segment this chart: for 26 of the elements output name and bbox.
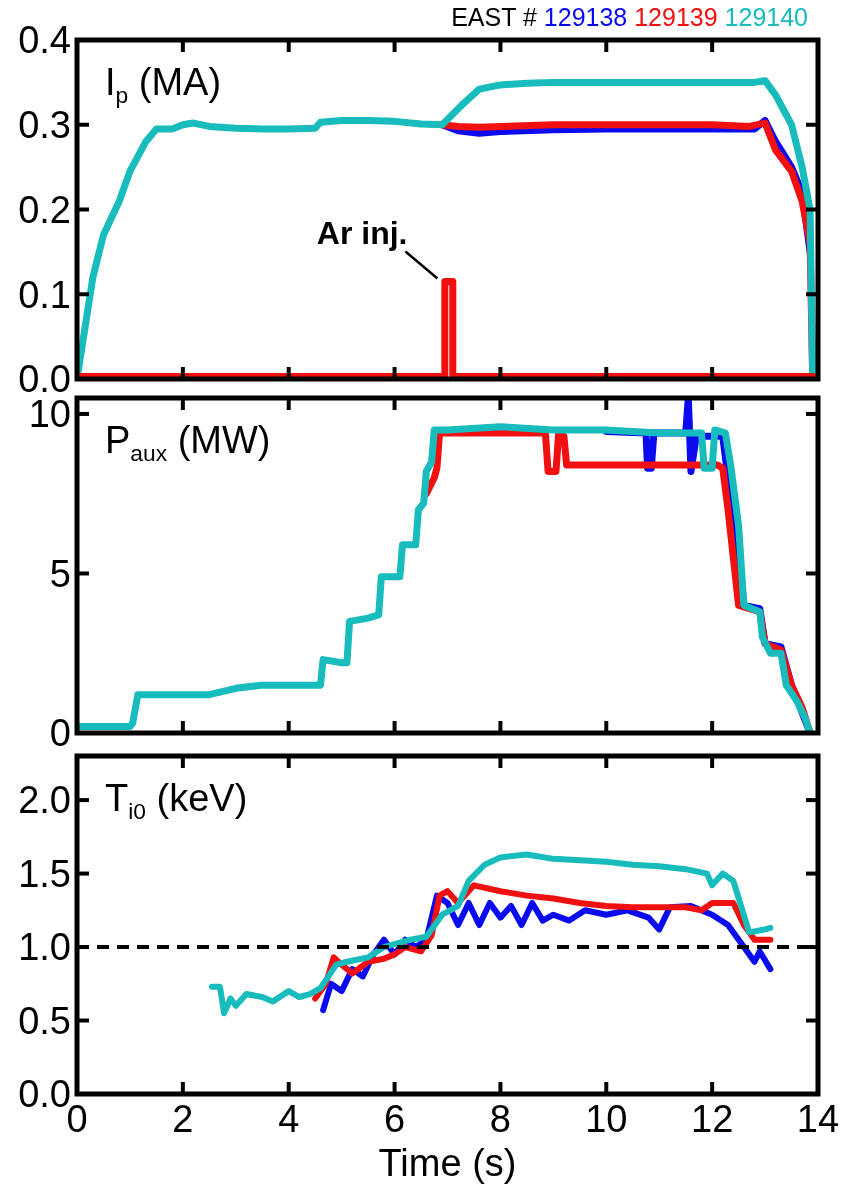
x-tick-label: 8 [489,1098,511,1140]
y-axis-title: T$_{i0}$ (keV) [105,777,248,825]
y-axis-title: I$_{p}$ (MA) [105,61,222,109]
y-tick-label: 0.2 [18,188,71,231]
y-tick-label: 0.3 [18,104,71,147]
text: 129140 [717,3,808,31]
x-tick-label: 14 [796,1098,840,1140]
x-tick-label: 2 [172,1098,194,1140]
annotation: Ar inj. [316,214,408,251]
x-axis-title: Time (s) [378,1142,517,1184]
text: 129139 [627,3,718,31]
y-tick-label: 1.5 [18,852,71,895]
x-tick-label: 10 [585,1098,628,1140]
y-tick-label: 0.5 [18,999,71,1042]
y-tick-label: 0 [49,712,71,755]
y-tick-label: 0.4 [18,19,71,62]
y-axis-title: P$_{aux}$ (MW) [105,419,271,467]
y-tick-label: 1.0 [18,926,71,969]
text: 129138 [536,3,628,31]
x-tick-label: 6 [384,1098,406,1140]
x-tick-label: 4 [278,1098,300,1140]
y-tick-label: 0.1 [18,273,71,316]
y-tick-label: 5 [49,552,71,595]
chart-title: EAST # [451,3,537,31]
y-tick-label: 2.0 [18,779,71,822]
x-tick-label: 12 [691,1098,734,1140]
